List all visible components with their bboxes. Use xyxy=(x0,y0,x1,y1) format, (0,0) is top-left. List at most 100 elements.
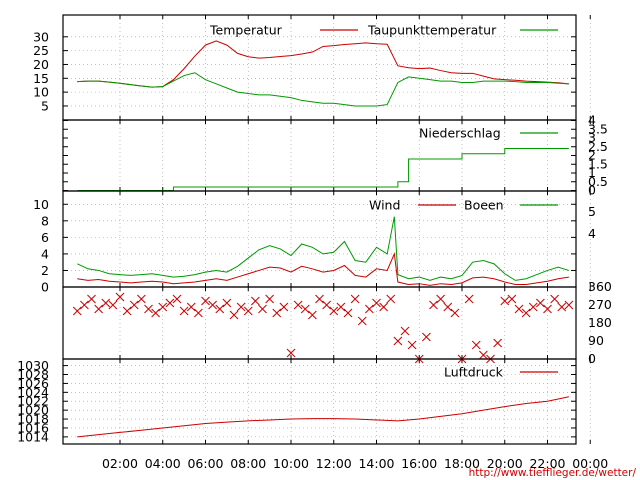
direction-point xyxy=(386,294,396,304)
direction-point xyxy=(528,302,538,312)
tick-label-x: 08:00 xyxy=(230,456,266,471)
tick-label-y2: 360 xyxy=(588,279,612,294)
tick-label-x: 22:00 xyxy=(529,456,565,471)
tick-label-y2: 5 xyxy=(588,204,596,219)
direction-point xyxy=(393,336,403,346)
direction-point xyxy=(471,340,481,350)
direction-point xyxy=(201,296,210,306)
tick-label-y: 3 xyxy=(588,130,596,145)
legend-label: Boeen xyxy=(464,198,504,213)
tick-label-x: 18:00 xyxy=(444,456,480,471)
series-line-niederschlag xyxy=(77,148,569,191)
legend-label: Luftdruck xyxy=(444,365,504,380)
direction-point xyxy=(101,298,111,308)
tick-label-y: 1016 xyxy=(17,420,49,435)
tick-label-y: 1020 xyxy=(17,403,49,418)
direction-point xyxy=(293,300,303,310)
direction-point xyxy=(158,302,168,312)
tick-label-y: 2.5 xyxy=(588,139,608,154)
direction-point xyxy=(165,298,175,308)
tick-label-y2: 90 xyxy=(588,333,604,348)
direction-point xyxy=(322,300,331,310)
direction-point xyxy=(500,296,510,306)
frame xyxy=(62,14,577,121)
series-line-taupunkttemperatur xyxy=(77,72,569,107)
direction-point xyxy=(194,308,203,318)
direction-point xyxy=(343,308,353,318)
tick-label-y: 20 xyxy=(33,57,49,72)
direction-point xyxy=(507,294,517,304)
direction-point xyxy=(450,308,460,318)
direction-point xyxy=(151,308,160,318)
series-line-wind xyxy=(77,252,569,286)
direction-point xyxy=(186,302,196,312)
tick-label-y: 25 xyxy=(33,43,49,58)
direction-point xyxy=(229,310,239,320)
direction-point xyxy=(251,296,260,306)
direction-point xyxy=(222,298,232,308)
direction-point xyxy=(400,326,410,336)
tick-label-y: 0.5 xyxy=(588,174,608,189)
direction-point xyxy=(443,302,453,312)
tick-label-y: 6 xyxy=(41,230,49,245)
direction-point xyxy=(514,304,524,314)
direction-point xyxy=(286,348,296,358)
source-url: http://www.tiefflieger.de/wetter/ xyxy=(469,467,637,479)
direction-point xyxy=(72,306,82,316)
tick-label-y: 1.5 xyxy=(588,156,608,171)
direction-point xyxy=(543,304,552,314)
tick-label-y: 1030 xyxy=(17,358,49,373)
tick-label-y: 30 xyxy=(33,29,49,44)
tick-label-y: 0 xyxy=(588,183,596,198)
direction-point xyxy=(429,300,438,310)
tick-label-y: 2 xyxy=(41,263,49,278)
direction-point xyxy=(557,302,567,312)
legend-label: Wind xyxy=(369,198,400,213)
direction-point xyxy=(179,306,189,316)
direction-point xyxy=(422,332,431,342)
direction-point xyxy=(265,294,274,304)
direction-point xyxy=(493,338,502,348)
direction-point xyxy=(536,298,545,308)
direction-point xyxy=(94,304,103,314)
tick-label-y2: 4 xyxy=(588,226,596,241)
direction-point xyxy=(564,300,574,310)
tick-label-x: 20:00 xyxy=(487,456,523,471)
direction-point xyxy=(379,302,388,312)
direction-point xyxy=(550,294,559,304)
direction-point xyxy=(308,310,317,320)
tick-label-y: 1028 xyxy=(17,367,49,382)
tick-label-x: 16:00 xyxy=(401,456,437,471)
direction-point xyxy=(372,298,381,308)
tick-label-y: 10 xyxy=(33,197,49,212)
tick-label-y: 1026 xyxy=(17,376,49,391)
tick-label-y: 15 xyxy=(33,71,49,86)
tick-label-x: 04:00 xyxy=(145,456,181,471)
direction-point xyxy=(80,300,89,310)
tick-label-x: 00:00 xyxy=(572,456,608,471)
tick-label-y: 1024 xyxy=(17,385,49,400)
direction-point xyxy=(436,294,445,304)
direction-point xyxy=(407,340,417,350)
direction-point xyxy=(521,308,531,318)
direction-point xyxy=(215,304,225,314)
legend-label: Taupunkttemperatur xyxy=(367,23,497,38)
tick-label-y: 1022 xyxy=(17,394,49,409)
tick-label-x: 02:00 xyxy=(102,456,138,471)
tick-label-y: 1018 xyxy=(17,412,49,427)
series-line-luftdruck xyxy=(77,396,569,438)
direction-point xyxy=(464,294,474,304)
frame xyxy=(62,358,577,445)
tick-label-x: 10:00 xyxy=(273,456,309,471)
tick-label-y: 3.5 xyxy=(588,121,608,136)
tick-label-y: 2 xyxy=(588,148,596,163)
tick-label-x: 12:00 xyxy=(316,456,352,471)
direction-point xyxy=(208,300,217,310)
legend-label: Temperatur xyxy=(209,23,283,38)
tick-label-y: 1 xyxy=(588,165,596,180)
tick-label-y: 8 xyxy=(41,213,49,228)
direction-point xyxy=(479,350,488,360)
